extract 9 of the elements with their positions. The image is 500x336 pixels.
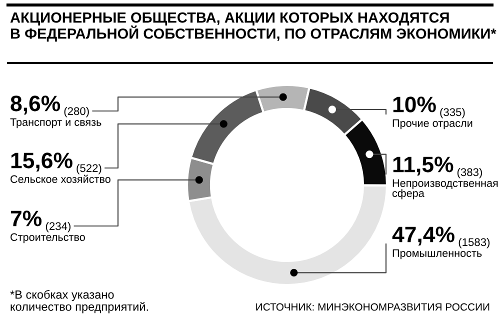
slice-label: Транспорт и связь	[10, 118, 102, 128]
slice-label: Непроизводственная сфера	[392, 179, 498, 200]
slice-label: Сельское хозяйство	[10, 174, 110, 183]
slice-label: Прочие отрасли	[392, 119, 472, 130]
text: *В скобках указано количество предприятий.	[10, 290, 148, 314]
text: ИСТОЧНИК: МИНЭКОНОМРАЗВИТИЯ РОССИИ	[256, 303, 490, 311]
slice-label: Промышленность	[392, 249, 482, 260]
slice-label: Строительство	[10, 233, 85, 244]
chart-title: АКЦИОНЕРНЫЕ ОБЩЕСТВА, АКЦИИ КОТОРЫХ НАХОДЯТСЯ В ФЕДЕРАЛЬНОЙ СОБСТВЕННОСТИ, ПО ОТРАСЛЯМ ЭКОНОМИКИ*	[10, 12, 496, 42]
